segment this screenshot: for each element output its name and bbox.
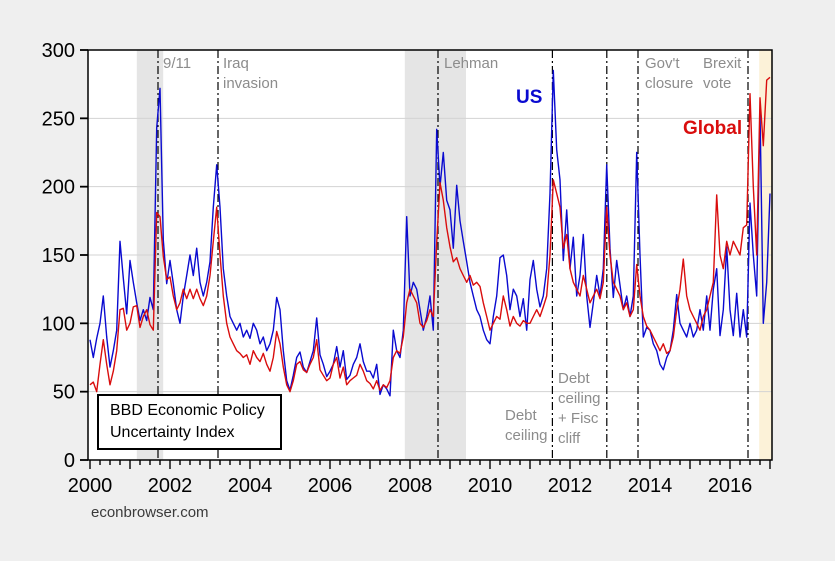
annotation-9-11: 9/11	[163, 54, 191, 74]
title-line-1: BBD Economic Policy	[110, 402, 265, 419]
annotation-line: + Fisc	[558, 410, 599, 427]
annotation-line: Debt	[558, 370, 590, 387]
title-line-2: Uncertainty Index	[110, 424, 235, 441]
svg-text:150: 150	[42, 245, 75, 267]
annotation-iraq-invasion: Iraq invasion	[223, 54, 278, 94]
svg-text:200: 200	[42, 177, 75, 199]
annotation-line: Global	[683, 118, 743, 139]
global-series-label: Global	[683, 118, 742, 140]
svg-text:2004: 2004	[228, 475, 273, 497]
svg-text:2002: 2002	[148, 475, 193, 497]
us-series-label: US	[516, 87, 542, 109]
svg-text:0: 0	[64, 450, 75, 472]
annotation-brexit-vote: Brexit vote	[703, 54, 741, 94]
annotation-line: Debt	[505, 407, 537, 424]
svg-text:300: 300	[42, 40, 75, 62]
annotation-line: cliff	[558, 430, 581, 447]
svg-text:50: 50	[53, 382, 75, 404]
annotation-line: ceiling	[558, 390, 601, 407]
annotation-line: US	[516, 87, 543, 108]
svg-text:2014: 2014	[628, 475, 673, 497]
svg-text:2016: 2016	[708, 475, 753, 497]
annotation-lehman: Lehman	[444, 54, 498, 74]
svg-text:2012: 2012	[548, 475, 593, 497]
annotation-debt-ceiling-fisc-cliff: Debt ceiling + Fisc cliff	[558, 369, 601, 449]
annotation-line: closure	[645, 75, 694, 92]
annotation-line: Iraq	[223, 55, 249, 72]
svg-text:2008: 2008	[388, 475, 433, 497]
annotation-line: Lehman	[444, 55, 499, 72]
annotation-line: Brexit	[703, 55, 742, 72]
annotation-line: vote	[703, 75, 732, 92]
annotation-line: ceiling	[505, 427, 548, 444]
annotation-line: Gov't	[645, 55, 680, 72]
annotation-govt-closure: Gov't closure	[645, 54, 693, 94]
annotation-line: invasion	[223, 75, 279, 92]
svg-text:250: 250	[42, 108, 75, 130]
title-box: BBD Economic Policy Uncertainty Index	[97, 394, 282, 450]
watermark: econbrowser.com	[91, 504, 209, 521]
svg-text:2000: 2000	[68, 475, 113, 497]
svg-text:2006: 2006	[308, 475, 353, 497]
annotation-debt-ceiling: Debt ceiling	[505, 406, 548, 446]
annotation-line: 9/11	[163, 55, 192, 72]
svg-text:100: 100	[42, 313, 75, 335]
series-global	[89, 76, 771, 393]
svg-text:2010: 2010	[468, 475, 513, 497]
series-us	[89, 69, 771, 397]
